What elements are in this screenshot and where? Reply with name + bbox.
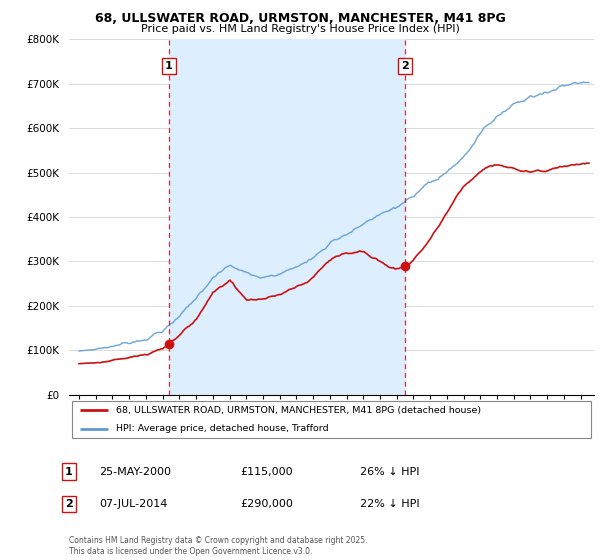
Text: HPI: Average price, detached house, Trafford: HPI: Average price, detached house, Traf… xyxy=(116,424,329,433)
Text: 25-MAY-2000: 25-MAY-2000 xyxy=(99,466,171,477)
Text: £115,000: £115,000 xyxy=(240,466,293,477)
Text: 22% ↓ HPI: 22% ↓ HPI xyxy=(360,499,419,509)
Text: Contains HM Land Registry data © Crown copyright and database right 2025.
This d: Contains HM Land Registry data © Crown c… xyxy=(69,536,367,556)
Text: 07-JUL-2014: 07-JUL-2014 xyxy=(99,499,167,509)
Text: 1: 1 xyxy=(165,61,173,71)
Text: £290,000: £290,000 xyxy=(240,499,293,509)
Text: 26% ↓ HPI: 26% ↓ HPI xyxy=(360,466,419,477)
Text: Price paid vs. HM Land Registry's House Price Index (HPI): Price paid vs. HM Land Registry's House … xyxy=(140,24,460,34)
Text: 68, ULLSWATER ROAD, URMSTON, MANCHESTER, M41 8PG (detached house): 68, ULLSWATER ROAD, URMSTON, MANCHESTER,… xyxy=(116,405,481,414)
Bar xyxy=(169,39,405,395)
Text: 2: 2 xyxy=(401,61,409,71)
Text: 2: 2 xyxy=(65,499,73,509)
FancyBboxPatch shape xyxy=(71,402,592,437)
Text: 68, ULLSWATER ROAD, URMSTON, MANCHESTER, M41 8PG: 68, ULLSWATER ROAD, URMSTON, MANCHESTER,… xyxy=(95,12,505,25)
Text: 1: 1 xyxy=(65,466,73,477)
